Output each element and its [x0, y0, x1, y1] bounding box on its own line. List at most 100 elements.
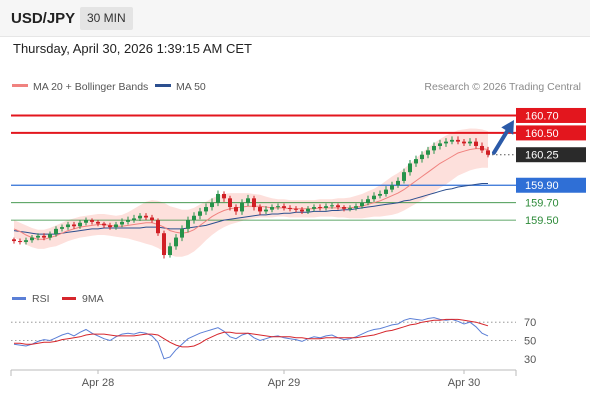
ma50-legend-swatch: [155, 84, 171, 87]
candle-body: [318, 207, 322, 209]
candle-body: [72, 224, 76, 227]
candle-body: [162, 233, 166, 256]
candle-body: [210, 202, 214, 208]
candles: [12, 136, 490, 259]
candle-body: [264, 209, 268, 212]
candle-body: [276, 206, 280, 208]
candle-body: [30, 237, 34, 241]
candle-body: [42, 235, 46, 238]
level-label-last: 160.25: [525, 150, 559, 162]
level-label-resistance: 160.70: [525, 110, 559, 122]
candle-body: [150, 217, 154, 221]
candle-body: [216, 193, 220, 203]
level-lines: [11, 114, 516, 221]
ma20-line: [13, 148, 489, 240]
rsi-tick-label: 50: [524, 336, 536, 348]
candle-body: [258, 207, 262, 212]
candle-body: [78, 222, 82, 227]
price-panel: 160.70 160.50 160.25 159.90 159.70 159.50: [11, 107, 586, 259]
rsi-ma-legend-swatch: [62, 297, 76, 300]
candle-body: [378, 193, 382, 196]
candle-body: [66, 224, 70, 228]
time-axis-label: Apr 30: [448, 377, 480, 389]
candle-body: [468, 141, 472, 144]
time-axis-label: Apr 29: [268, 377, 300, 389]
candle-body: [354, 206, 358, 208]
candle-body: [408, 163, 412, 173]
candle-body: [438, 143, 442, 146]
candle-body: [60, 227, 64, 229]
time-axis-label: Apr 28: [82, 377, 114, 389]
symbol-label: USD/JPY: [11, 10, 76, 27]
candle-body: [456, 139, 460, 142]
timestamp: Thursday, April 30, 2026 1:39:15 AM CET: [13, 41, 252, 56]
candle-body: [450, 139, 454, 142]
rsi-legend-label: RSI: [32, 293, 50, 305]
candle-body: [234, 207, 238, 212]
candle-body: [84, 220, 88, 223]
time-axis: Apr 28 Apr 29 Apr 30: [10, 369, 517, 389]
candle-body: [366, 199, 370, 203]
candle-body: [294, 208, 298, 210]
candle-body: [360, 202, 364, 207]
candle-body: [312, 207, 316, 209]
candle-body: [108, 225, 112, 228]
candle-body: [306, 208, 310, 212]
level-label-support: 159.90: [525, 180, 559, 192]
rsi-tick-labels: 70 50 30: [524, 317, 536, 366]
bollinger-bands: [14, 128, 488, 257]
candle-body: [144, 215, 148, 218]
level-label-target: 159.70: [525, 198, 559, 210]
candle-body: [204, 207, 208, 212]
candle-body: [48, 234, 52, 238]
candle-body: [426, 150, 430, 155]
level-label-target: 159.50: [525, 215, 559, 227]
candle-body: [252, 198, 256, 208]
candle-body: [414, 159, 418, 164]
candle-body: [96, 221, 100, 224]
ma20-legend-label: MA 20 + Bollinger Bands: [33, 81, 148, 93]
candle-body: [228, 198, 232, 208]
candle-body: [156, 220, 160, 234]
rsi-ma-legend-label: 9MA: [82, 293, 104, 305]
candle-body: [102, 223, 106, 226]
candle-body: [372, 195, 376, 200]
candle-body: [120, 221, 124, 225]
level-badge-support: [516, 177, 586, 193]
interval-button[interactable]: 30 MIN: [80, 7, 133, 30]
candle-body: [114, 224, 118, 228]
candle-body: [474, 141, 478, 146]
candle-body: [282, 206, 286, 208]
candle-body: [342, 207, 346, 209]
candle-body: [222, 193, 226, 199]
candle-body: [240, 202, 244, 212]
target-arrow-shaft: [492, 127, 511, 155]
candle-body: [462, 141, 466, 144]
candle-body: [138, 215, 142, 219]
rsi-legend-swatch: [12, 297, 26, 300]
candle-body: [270, 207, 274, 210]
candle-body: [288, 207, 292, 209]
candle-body: [18, 241, 22, 243]
candle-body: [420, 154, 424, 160]
candle-body: [324, 206, 328, 208]
candle-body: [186, 220, 190, 229]
candle-body: [384, 189, 388, 194]
copyright-label: Research © 2026 Trading Central: [424, 81, 581, 93]
candle-body: [54, 228, 58, 235]
candle-body: [432, 145, 436, 151]
level-badge-resistance: [516, 107, 586, 123]
candle-body: [330, 205, 334, 207]
candle-body: [198, 211, 202, 216]
candle-body: [402, 172, 406, 181]
candle-body: [246, 198, 250, 203]
rsi-tick-label: 70: [524, 317, 536, 329]
rsi-ma-line: [14, 318, 489, 348]
candle-body: [12, 239, 16, 242]
rsi-panel: RSI 9MA 70 50 30: [11, 293, 536, 366]
target-arrow: [492, 120, 514, 155]
level-badge-resistance: [516, 125, 586, 141]
candle-body: [180, 228, 184, 238]
candle-body: [126, 220, 130, 222]
